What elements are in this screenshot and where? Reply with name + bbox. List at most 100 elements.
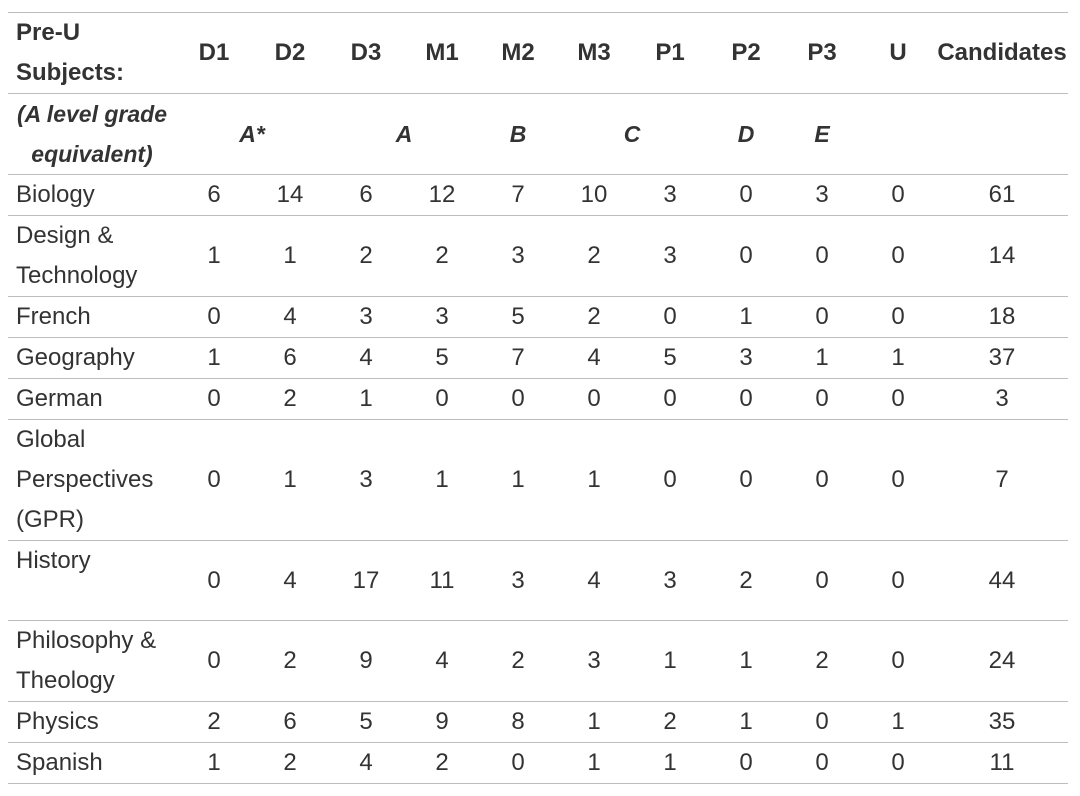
header-grade: D1 — [176, 12, 252, 94]
grade-count: 6 — [252, 337, 328, 379]
subject-row: Spanish 1 2 4 2 0 1 1 0 0 0 11 — [8, 742, 1068, 784]
grade-count: 1 — [556, 742, 632, 784]
grade-count: 0 — [176, 296, 252, 338]
grade-count: 14 — [252, 174, 328, 216]
grade-count: 4 — [328, 337, 404, 379]
candidates-count: 14 — [936, 215, 1068, 297]
header-grade: U — [860, 12, 936, 94]
equivalent-grade: D — [708, 93, 784, 175]
subject-row: Biology 6 14 6 12 7 10 3 0 3 0 61 — [8, 174, 1068, 216]
grade-count: 0 — [860, 296, 936, 338]
grade-count: 0 — [708, 419, 784, 541]
equivalent-row: (A level grade equivalent) A* A B C D E — [8, 93, 1068, 175]
candidates-count: 7 — [936, 419, 1068, 541]
grade-count: 1 — [480, 419, 556, 541]
grade-count: 2 — [556, 215, 632, 297]
grade-count: 0 — [860, 620, 936, 702]
grade-count: 0 — [860, 742, 936, 784]
subject-row: German 0 2 1 0 0 0 0 0 0 0 3 — [8, 378, 1068, 420]
subject-row: Philosophy & Theology 0 2 9 4 2 3 1 1 2 0 24 — [8, 620, 1068, 702]
grade-count: 1 — [556, 701, 632, 743]
grade-count: 3 — [784, 174, 860, 216]
grade-count: 3 — [480, 540, 556, 621]
grade-count: 0 — [784, 378, 860, 420]
grade-count: 2 — [328, 215, 404, 297]
candidates-count: 61 — [936, 174, 1068, 216]
subject-name: Biology — [8, 174, 176, 216]
grade-count: 17 — [328, 540, 404, 621]
grade-count: 0 — [176, 540, 252, 621]
grade-count: 3 — [404, 296, 480, 338]
grade-count: 0 — [480, 742, 556, 784]
grade-count: 2 — [176, 701, 252, 743]
grade-count: 7 — [480, 337, 556, 379]
grade-count: 8 — [480, 701, 556, 743]
grade-count: 9 — [404, 701, 480, 743]
grade-count: 0 — [860, 378, 936, 420]
subject-row: Physics 2 6 5 9 8 1 2 1 0 1 35 — [8, 701, 1068, 743]
equivalent-grade: E — [784, 93, 860, 175]
grade-count: 0 — [708, 378, 784, 420]
subject-name: History — [8, 540, 176, 621]
grade-count: 1 — [708, 296, 784, 338]
subject-row: Design & Technology 1 1 2 2 3 2 3 0 0 0 14 — [8, 215, 1068, 297]
grade-count: 0 — [784, 419, 860, 541]
header-grade: M1 — [404, 12, 480, 94]
grade-count: 4 — [252, 540, 328, 621]
grade-count: 2 — [252, 378, 328, 420]
subject-name: Global Perspectives (GPR) — [8, 419, 176, 541]
header-subject: Pre-U Subjects: — [8, 12, 176, 94]
subject-name: Physics — [8, 701, 176, 743]
subject-name: German — [8, 378, 176, 420]
header-grade: M3 — [556, 12, 632, 94]
grade-count: 3 — [328, 296, 404, 338]
grade-count: 0 — [176, 419, 252, 541]
grade-count: 1 — [176, 337, 252, 379]
grade-count: 2 — [480, 620, 556, 702]
grade-count: 0 — [556, 378, 632, 420]
grade-count: 4 — [556, 337, 632, 379]
grade-count: 0 — [860, 540, 936, 621]
equivalent-grade: A* — [176, 93, 328, 175]
subject-name: Design & Technology — [8, 215, 176, 297]
equivalent-label: (A level grade equivalent) — [8, 93, 176, 175]
candidates-count: 11 — [936, 742, 1068, 784]
subject-name: Spanish — [8, 742, 176, 784]
grade-count: 1 — [252, 419, 328, 541]
grade-count: 2 — [252, 620, 328, 702]
grade-count: 2 — [632, 701, 708, 743]
equivalent-grade: B — [480, 93, 556, 175]
equivalent-grade: A — [328, 93, 480, 175]
candidates-count: 35 — [936, 701, 1068, 743]
grade-count: 11 — [404, 540, 480, 621]
grade-count: 0 — [784, 701, 860, 743]
grade-count: 1 — [252, 215, 328, 297]
candidates-count: 24 — [936, 620, 1068, 702]
grade-count: 0 — [784, 215, 860, 297]
grade-count: 5 — [632, 337, 708, 379]
subject-name: French — [8, 296, 176, 338]
grade-count: 4 — [328, 742, 404, 784]
grade-count: 0 — [860, 174, 936, 216]
grade-count: 3 — [632, 540, 708, 621]
grade-count: 3 — [708, 337, 784, 379]
header-grade: D2 — [252, 12, 328, 94]
candidates-count: 3 — [936, 378, 1068, 420]
grade-count: 2 — [404, 215, 480, 297]
grade-count: 6 — [252, 701, 328, 743]
grade-count: 2 — [708, 540, 784, 621]
grade-count: 0 — [860, 215, 936, 297]
grade-count: 1 — [708, 701, 784, 743]
grade-count: 12 — [404, 174, 480, 216]
grade-count: 5 — [404, 337, 480, 379]
grade-count: 0 — [860, 419, 936, 541]
candidates-count: 18 — [936, 296, 1068, 338]
header-row: Pre-U Subjects: D1 D2 D3 M1 M2 M3 P1 P2 P3 U Candid… — [8, 12, 1068, 94]
grade-count: 1 — [328, 378, 404, 420]
grade-count: 3 — [632, 215, 708, 297]
subject-name: Philosophy & Theology — [8, 620, 176, 702]
grade-count: 4 — [252, 296, 328, 338]
grade-count: 7 — [480, 174, 556, 216]
subject-row: French 0 4 3 3 5 2 0 1 0 0 18 — [8, 296, 1068, 338]
